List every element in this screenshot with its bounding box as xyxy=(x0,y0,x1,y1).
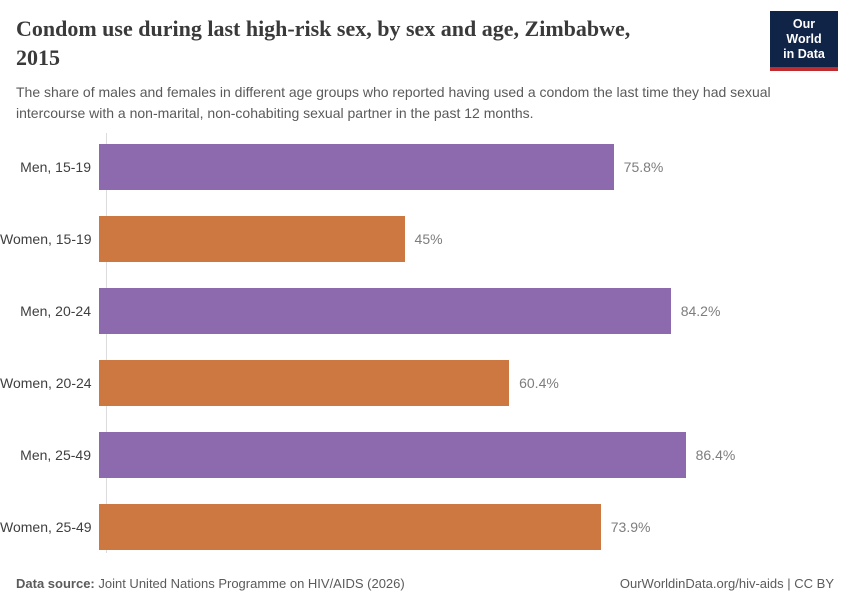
bar-row: Women, 25-49 73.9% xyxy=(0,491,850,563)
value-label: 45% xyxy=(414,231,443,247)
bar xyxy=(99,504,601,550)
bar-track: 60.4% xyxy=(99,347,850,419)
bar-row: Men, 15-19 75.8% xyxy=(0,131,850,203)
bar-track: 75.8% xyxy=(99,131,850,203)
bar-row: Women, 20-24 60.4% xyxy=(0,347,850,419)
bar xyxy=(99,216,405,262)
chart-header: Condom use during last high-risk sex, by… xyxy=(0,0,850,124)
data-source: Data source: Joint United Nations Progra… xyxy=(16,576,405,591)
value-label: 60.4% xyxy=(519,375,559,391)
bar-track: 73.9% xyxy=(99,491,850,563)
bar xyxy=(99,432,686,478)
chart-subtitle: The share of males and females in differ… xyxy=(16,82,834,124)
bar-chart: Men, 15-19 75.8% Women, 15-19 45% Men, 20-24… xyxy=(0,131,850,563)
chart-footer: Data source: Joint United Nations Progra… xyxy=(0,576,850,591)
bar xyxy=(99,288,671,334)
footer-attribution: OurWorldinData.org/hiv-aids | CC BY xyxy=(619,576,834,591)
bar-row: Men, 20-24 84.2% xyxy=(0,275,850,347)
title-line-1: Condom use during last high-risk sex, by… xyxy=(16,16,631,41)
value-label: 86.4% xyxy=(695,447,736,463)
bar-row: Women, 15-19 45% xyxy=(0,203,850,275)
data-source-label: Data source: xyxy=(16,576,95,591)
value-label: 75.8% xyxy=(623,159,664,175)
bar xyxy=(99,360,510,406)
owid-logo: Our World in Data xyxy=(770,11,838,71)
bar-track: 84.2% xyxy=(99,275,850,347)
subtitle-line-2: intercourse with a non-marital, non-coha… xyxy=(16,105,534,121)
category-label: Men, 15-19 xyxy=(20,159,91,175)
bar-rows: Men, 15-19 75.8% Women, 15-19 45% Men, 20-24… xyxy=(0,131,850,563)
bar-track: 86.4% xyxy=(99,419,850,491)
owid-logo-line-2: in Data xyxy=(783,47,825,61)
category-label: Women, 20-24 xyxy=(0,375,92,391)
bar xyxy=(99,144,614,190)
subtitle-line-1: The share of males and females in differ… xyxy=(16,84,771,100)
category-label: Women, 25-49 xyxy=(0,519,92,535)
bar-track: 45% xyxy=(99,203,850,275)
category-label: Men, 20-24 xyxy=(20,303,91,319)
data-source-text: Joint United Nations Programme on HIV/AI… xyxy=(94,576,405,591)
value-label: 73.9% xyxy=(610,519,651,535)
y-axis-line xyxy=(106,133,107,553)
title-line-2: 2015 xyxy=(16,45,60,70)
category-label: Women, 15-19 xyxy=(0,231,92,247)
value-label: 84.2% xyxy=(680,303,721,319)
owid-logo-line-1: Our World xyxy=(786,17,822,46)
page-title: Condom use during last high-risk sex, by… xyxy=(16,14,756,72)
category-label: Men, 25-49 xyxy=(20,447,91,463)
bar-row: Men, 25-49 86.4% xyxy=(0,419,850,491)
